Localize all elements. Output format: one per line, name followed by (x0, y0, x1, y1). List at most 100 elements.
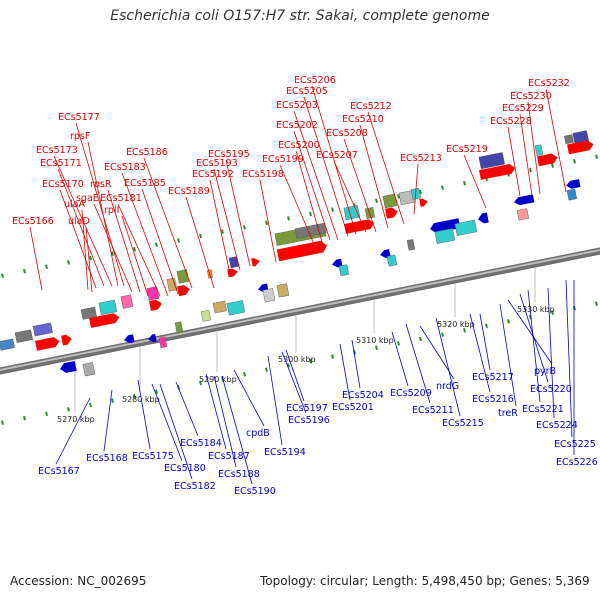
bottom-gene-leader (507, 299, 553, 365)
bottom-gene-label: ECs5204 (342, 390, 384, 401)
top-guide-dot (243, 224, 246, 230)
bottom-guide-dot (441, 332, 444, 337)
bottom-gene-leader (405, 323, 431, 404)
reverse-gene-box (158, 336, 168, 349)
forward-gene-box-shape (563, 134, 574, 145)
bottom-guide-dot (375, 345, 378, 351)
top-gene-leader (311, 85, 357, 235)
reverse-gene-arrow-shape (380, 249, 391, 258)
top-gene-label: ECs5208 (326, 128, 368, 139)
top-gene-leader (527, 101, 541, 195)
top-guide-dot (1, 273, 4, 278)
top-guide-dot (287, 216, 290, 221)
reverse-gene-arrow-shape (60, 360, 77, 373)
bottom-gene-leader (137, 379, 151, 450)
forward-gene-box (14, 329, 33, 343)
bottom-gene-leader (159, 383, 193, 480)
top-gene-label: ECs5195 (208, 149, 250, 160)
reverse-gene-box-shape (212, 300, 227, 314)
forward-gene-box (0, 338, 15, 351)
reverse-gene-box (276, 283, 290, 298)
top-guide-dot (595, 154, 598, 160)
reverse-gene-box-shape (406, 239, 416, 251)
forward-gene-arrow-shape (567, 140, 594, 155)
bottom-gene-label: ECs5220 (530, 384, 572, 395)
bottom-gene-label: ECs5216 (472, 394, 514, 405)
scale-label: 5320 kbp (437, 320, 475, 329)
top-gene-leader (93, 203, 133, 293)
top-guide-dot (67, 260, 70, 265)
forward-gene-box (563, 134, 574, 145)
bottom-guide-dot (155, 389, 158, 395)
bottom-gene-leader (339, 343, 351, 401)
top-guide-dot (463, 180, 466, 186)
top-gene-leader (85, 226, 93, 293)
top-gene-leader (81, 209, 89, 291)
forward-gene-arrow (567, 140, 594, 155)
bottom-gene-label: ECs5226 (556, 457, 598, 468)
bottom-gene-leader (267, 355, 283, 446)
bottom-guide-dot (595, 301, 598, 307)
top-gene-leader (225, 159, 251, 267)
bottom-guide-dot (23, 415, 26, 421)
forward-gene-arrow-shape (276, 240, 328, 262)
bottom-gene-leader (469, 313, 491, 393)
top-gene-leader (209, 179, 231, 275)
scale-label: 5310 kbp (356, 336, 394, 345)
top-gene-label: ECs5229 (502, 103, 544, 114)
scale-label: 5330 kbp (517, 305, 555, 314)
bottom-guide-dot (45, 411, 48, 417)
bottom-gene-leader (281, 351, 307, 414)
reverse-gene-box-shape (434, 228, 456, 244)
reverse-gene-box (212, 300, 227, 314)
top-gene-label: ECs5181 (100, 193, 142, 204)
bottom-gene-leader (233, 369, 265, 427)
forward-gene-box (294, 222, 327, 239)
bottom-guide-dot (419, 336, 422, 342)
top-gene-leader (507, 126, 521, 197)
genome-summary: Topology: circular; Length: 5,498,450 bp… (260, 574, 590, 588)
forward-gene-arrow (276, 240, 328, 262)
bottom-gene-label: ECs5221 (522, 404, 564, 415)
reverse-gene-box (82, 362, 96, 377)
bottom-guide-dot (67, 407, 70, 412)
bottom-gene-label: ECs5217 (472, 372, 514, 383)
reverse-gene-box (226, 300, 246, 316)
top-gene-label: ECs5199 (262, 154, 304, 165)
reverse-gene-box-shape (566, 188, 578, 201)
forward-gene-box-shape (32, 322, 53, 337)
forward-gene-box (478, 152, 505, 170)
top-guide-dot (331, 207, 334, 212)
top-gene-label: ECs5202 (276, 120, 318, 131)
forward-gene-arrow-shape (419, 198, 428, 207)
top-gene-leader (29, 226, 43, 291)
reverse-gene-arrow-shape (566, 179, 581, 189)
bottom-guide-dot (287, 363, 290, 368)
top-gene-leader (519, 113, 533, 197)
reverse-gene-arrow-shape (148, 333, 157, 343)
scale-label: 5270 kbp (57, 415, 95, 424)
forward-gene-box-shape (176, 269, 190, 284)
bottom-gene-leader (565, 279, 573, 438)
bottom-gene-leader (103, 389, 113, 452)
forward-gene-box-shape (534, 144, 544, 156)
forward-gene-arrow (227, 268, 238, 278)
top-guide-dot (199, 233, 202, 239)
top-guide-dot (177, 238, 180, 243)
top-gene-leader (107, 189, 141, 293)
reverse-gene-box-shape (338, 264, 350, 277)
reverse-gene-box (386, 254, 398, 267)
top-guide-dot (89, 255, 92, 261)
forward-gene-box (166, 277, 178, 292)
top-gene-label: ECs5232 (528, 78, 570, 89)
bottom-guide-dot (1, 420, 4, 425)
top-gene-label: ECs5193 (196, 158, 238, 169)
top-guide-dot (111, 251, 114, 256)
top-gene-leader (343, 138, 377, 233)
top-guide-dot (265, 220, 268, 226)
reverse-gene-box-shape (82, 362, 96, 377)
top-gene-leader (293, 130, 331, 241)
forward-gene-box (534, 144, 544, 156)
reverse-gene-box (434, 228, 456, 244)
